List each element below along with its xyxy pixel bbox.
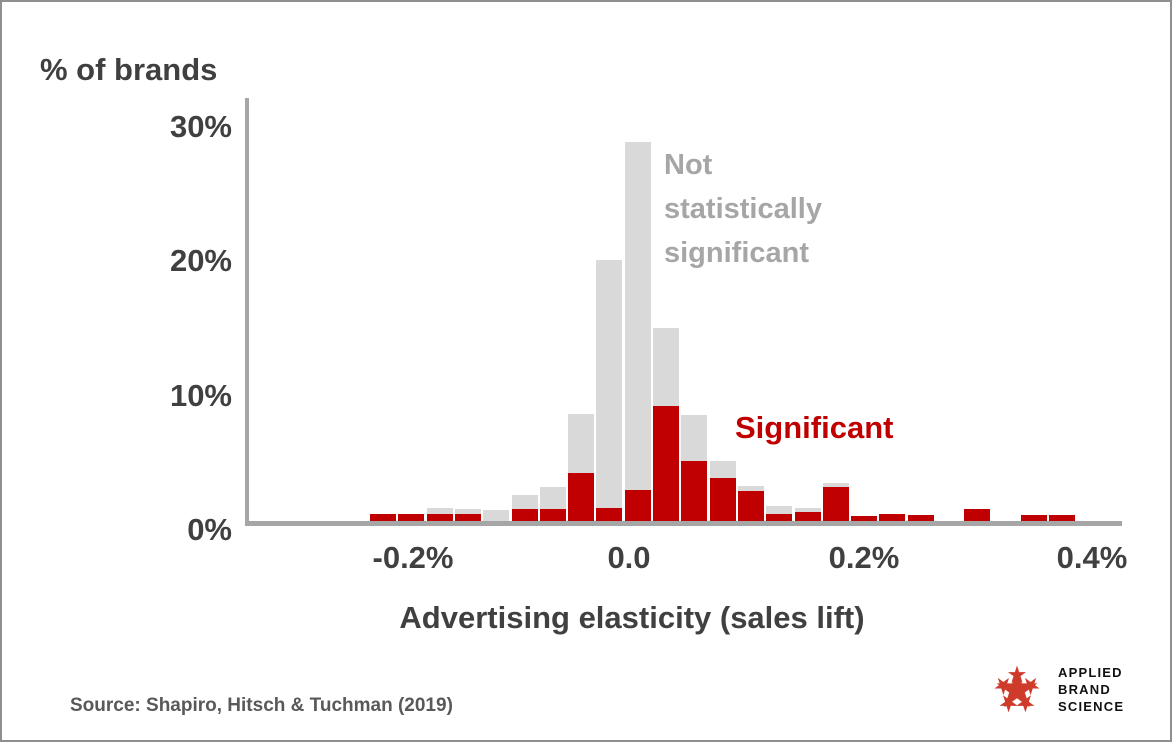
annotation-not-significant: Not statistically significant (664, 143, 822, 275)
x-axis-title: Advertising elasticity (sales lift) (399, 600, 865, 635)
histogram-bar-significant (653, 405, 679, 521)
histogram-bar-significant (1021, 514, 1047, 521)
x-tick-label: 0.0 (607, 540, 651, 575)
x-tick-label: 0.4% (1056, 540, 1128, 575)
histogram-bar-significant (964, 508, 990, 521)
histogram-bar-significant (398, 514, 424, 521)
histogram-bar-total (625, 142, 651, 521)
y-axis-line (245, 98, 249, 525)
source-citation: Source: Shapiro, Hitsch & Tuchman (2019) (70, 695, 453, 716)
histogram-bar-significant (427, 514, 453, 521)
histogram-bar-significant (710, 478, 736, 521)
logo-line-brand: BRAND (1058, 681, 1111, 697)
y-tick-label: 20% (169, 243, 232, 279)
brand-logo-text: APPLIED BRAND SCIENCE (1058, 664, 1124, 715)
histogram-bar-significant (625, 490, 651, 521)
histogram-bar-significant (795, 511, 821, 521)
histogram-bar-significant (738, 491, 764, 521)
histogram-bar-significant (1049, 514, 1075, 521)
y-tick-label: 30% (169, 109, 232, 145)
annotation-not-significant-line2: statistically (664, 193, 822, 225)
histogram-bar-significant (596, 507, 622, 521)
histogram-bar-significant (540, 508, 566, 521)
y-axis-title: % of brands (40, 52, 218, 87)
histogram-bar-significant (512, 508, 538, 521)
y-tick-label: 0% (187, 512, 232, 547)
histogram-bar-total (596, 260, 622, 521)
histogram-bar-significant (851, 515, 877, 521)
histogram-bar-significant (766, 514, 792, 521)
histogram-bar-significant (908, 514, 934, 521)
logo-line-applied: APPLIED (1058, 664, 1123, 680)
annotation-not-significant-line3: significant (664, 237, 810, 269)
annotation-significant: Significant (735, 410, 894, 445)
brand-logo: APPLIED BRAND SCIENCE (985, 655, 1124, 723)
logo-line-science: SCIENCE (1058, 698, 1125, 714)
histogram-bar-significant (370, 514, 396, 521)
y-tick-label: 10% (169, 377, 232, 413)
x-tick-label: -0.2% (372, 540, 454, 575)
annotation-not-significant-line1: Not (664, 149, 713, 181)
histogram-bar-significant (823, 487, 849, 521)
histogram-bar-total (483, 510, 509, 521)
histogram-bar-significant (568, 472, 594, 521)
star-burst-icon (991, 665, 1043, 713)
histogram-bar-significant (879, 514, 905, 521)
histogram-bar-significant (455, 514, 481, 521)
histogram-bar-significant (681, 460, 707, 521)
x-axis-line (245, 521, 1122, 526)
x-tick-label: 0.2% (828, 540, 900, 575)
